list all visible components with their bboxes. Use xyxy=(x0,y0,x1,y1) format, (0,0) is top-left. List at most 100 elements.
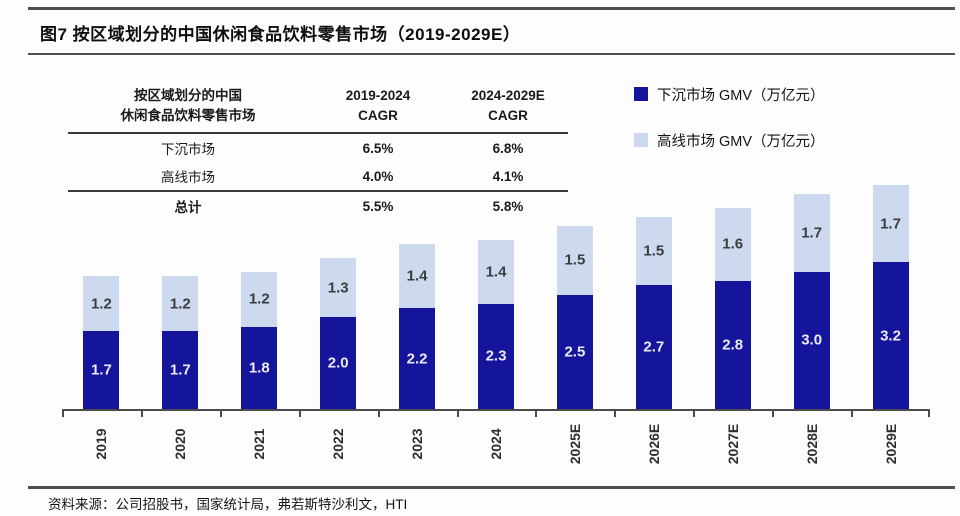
bar-segment-high-tier: 1.6 xyxy=(714,207,751,281)
bar-value-label: 2.0 xyxy=(327,354,349,372)
table-header-cagr1-label: CAGR xyxy=(358,108,398,123)
bar-value-label: 1.7 xyxy=(880,215,901,233)
bar-segment-high-tier: 1.5 xyxy=(635,216,672,286)
bar-value-label: 1.3 xyxy=(327,279,349,297)
x-axis-label: 2022 xyxy=(330,428,347,460)
axis-tick xyxy=(377,411,380,417)
bar-value-label: 1.6 xyxy=(722,235,744,253)
axis-tick xyxy=(614,411,617,417)
legend-label: 高线市场 GMV（万亿元） xyxy=(657,133,825,150)
bar-value-label: 1.5 xyxy=(564,251,586,269)
table-header-row: 按区域划分的中国 休闲食品饮料零售市场 2019-2024 CAGR 2024-… xyxy=(68,80,568,134)
axis-tick xyxy=(851,411,854,417)
bar-segment-low-tier: 2.5 xyxy=(556,294,593,409)
row-label: 高线市场 xyxy=(68,162,308,192)
axis-tick xyxy=(928,411,930,417)
bar-segment-low-tier: 3.2 xyxy=(872,262,909,409)
bar-segment-high-tier: 1.7 xyxy=(872,184,909,263)
bar-segment-high-tier: 1.3 xyxy=(320,257,357,318)
total-value: 5.8% xyxy=(492,198,524,214)
bar-segment-low-tier: 2.3 xyxy=(478,303,514,409)
x-axis-label: 2027E xyxy=(724,423,741,465)
total-value: 5.5% xyxy=(362,198,394,214)
title-divider-rule xyxy=(28,53,955,55)
bar-segment-low-tier: 2.7 xyxy=(635,285,672,409)
x-axis-label: 2028E xyxy=(803,423,820,465)
bar-value-label: 2.8 xyxy=(722,336,744,354)
bar-segment-high-tier: 1.2 xyxy=(83,276,120,332)
table-header-cagr2-period: 2024-2029E xyxy=(471,88,545,104)
bar-segment-low-tier: 2.0 xyxy=(320,317,357,409)
table-total-row: 总计 5.5% 5.8% xyxy=(68,191,568,220)
legend-item-high-tier: 高线市场 GMV（万亿元） xyxy=(634,130,825,150)
bar-segment-low-tier: 1.7 xyxy=(162,331,199,409)
bar-segment-high-tier: 1.4 xyxy=(399,244,436,309)
axis-tick xyxy=(772,411,775,417)
axis-tick xyxy=(456,411,459,417)
axis-tick xyxy=(140,411,143,417)
bar-segment-low-tier: 1.8 xyxy=(241,326,278,409)
bar-segment-low-tier: 2.8 xyxy=(714,280,751,409)
table-header-cagr-2024-2029: 2024-2029E CAGR xyxy=(448,80,568,134)
total-label: 总计 xyxy=(174,200,202,215)
x-axis-label: 2019 xyxy=(93,428,110,460)
bar-value-label: 1.7 xyxy=(801,224,823,242)
bar-segment-low-tier: 3.0 xyxy=(793,271,830,409)
bottom-rule xyxy=(28,486,955,489)
bar-segment-high-tier: 1.2 xyxy=(162,276,199,332)
bar-value-label: 1.7 xyxy=(91,361,112,379)
table-header-market: 按区域划分的中国 休闲食品饮料零售市场 xyxy=(68,80,308,134)
cagr-table: 按区域划分的中国 休闲食品饮料零售市场 2019-2024 CAGR 2024-… xyxy=(68,80,568,220)
bar-segment-high-tier: 1.7 xyxy=(793,193,830,272)
axis-tick xyxy=(62,411,64,417)
bar-segment-high-tier: 1.2 xyxy=(241,271,278,327)
bar-segment-low-tier: 2.2 xyxy=(399,308,436,409)
bar-segment-high-tier: 1.5 xyxy=(556,225,593,295)
row-value: 6.5% xyxy=(362,140,394,156)
legend-swatch-light-icon xyxy=(634,133,648,147)
x-axis-label: 2024 xyxy=(488,428,504,460)
source-note: 资料来源：公司招股书，国家统计局，弗若斯特沙利文，HTI xyxy=(48,497,408,512)
figure-title: 图7 按区域划分的中国休闲食品饮料零售市场（2019-2029E） xyxy=(40,25,521,44)
axis-tick xyxy=(298,411,301,417)
bar-value-label: 2.2 xyxy=(406,350,428,368)
table-header-market-line2: 休闲食品饮料零售市场 xyxy=(120,108,256,123)
row-label: 下沉市场 xyxy=(161,142,215,157)
top-rule xyxy=(28,7,955,10)
axis-tick xyxy=(219,411,222,417)
row-value: 4.1% xyxy=(448,162,568,192)
legend-swatch-dark-icon xyxy=(634,87,648,101)
axis-tick xyxy=(693,411,696,417)
bar-value-label: 1.2 xyxy=(248,290,270,308)
chart-legend: 下沉市场 GMV（万亿元） 高线市场 GMV（万亿元） xyxy=(634,84,825,176)
bar-value-label: 2.5 xyxy=(564,343,586,361)
table-row-high-tier: 高线市场 4.0% 4.1% xyxy=(68,162,568,192)
bar-value-label: 2.7 xyxy=(643,338,665,356)
bar-value-label: 1.4 xyxy=(406,267,428,285)
axis-tick xyxy=(535,411,538,417)
bar-value-label: 1.2 xyxy=(169,295,191,313)
x-axis-label: 2025E xyxy=(566,423,583,465)
x-axis-label: 2020 xyxy=(172,428,189,460)
x-axis-label: 2029E xyxy=(882,423,899,465)
stacked-bar-chart: 1.7 1.2 2019 1.7 1.2 2020 1.8 1.2 2021 2.0 1.3 2022… xyxy=(62,180,930,464)
bar-segment-high-tier: 1.4 xyxy=(478,239,514,304)
table-header-market-line1: 按区域划分的中国 xyxy=(134,88,242,104)
row-value: 4.0% xyxy=(308,162,448,192)
x-axis-label: 2023 xyxy=(409,428,426,460)
bar-value-label: 3.0 xyxy=(801,331,823,349)
bar-value-label: 3.2 xyxy=(880,327,901,345)
bar-value-label: 1.5 xyxy=(643,242,665,260)
x-axis-label: 2026E xyxy=(645,423,662,465)
table-header-cagr-2019-2024: 2019-2024 CAGR xyxy=(308,80,448,134)
table-header-cagr1-period: 2019-2024 xyxy=(345,88,411,104)
bar-value-label: 1.8 xyxy=(248,359,270,377)
row-value: 6.8% xyxy=(492,140,524,156)
table-header-cagr2-label: CAGR xyxy=(488,108,528,123)
bar-value-label: 2.3 xyxy=(485,347,507,365)
bar-value-label: 1.2 xyxy=(91,295,112,313)
bar-value-label: 1.7 xyxy=(169,361,191,379)
table-row-low-tier: 下沉市场 6.5% 6.8% xyxy=(68,133,568,162)
legend-item-low-tier: 下沉市场 GMV（万亿元） xyxy=(634,84,825,104)
